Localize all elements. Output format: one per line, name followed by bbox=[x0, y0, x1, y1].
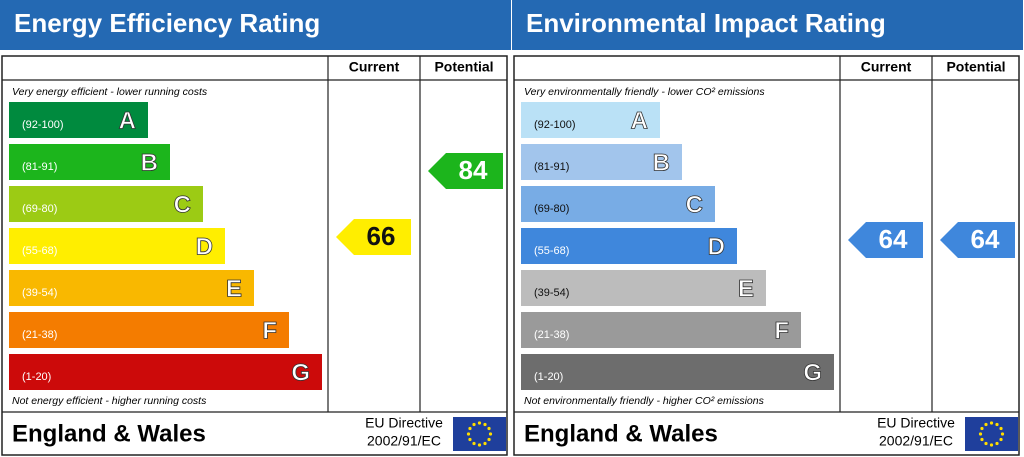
eu-star bbox=[999, 437, 1003, 442]
top-note: Very energy efficient - lower running co… bbox=[12, 86, 208, 98]
rating-band bbox=[521, 186, 715, 222]
band-letter: F bbox=[262, 317, 277, 344]
eu-star bbox=[989, 421, 994, 425]
band-range: (55-68) bbox=[534, 245, 569, 257]
directive: 2002/91/EC bbox=[367, 433, 441, 449]
rating-band bbox=[521, 144, 682, 180]
column-header: Potential bbox=[434, 59, 493, 75]
rating-band bbox=[9, 270, 254, 306]
bottom-note: Not energy efficient - higher running co… bbox=[12, 395, 207, 407]
eu-star bbox=[995, 422, 999, 427]
eu-star bbox=[995, 441, 999, 446]
region: England & Wales bbox=[524, 420, 718, 447]
band-range: (39-54) bbox=[22, 287, 57, 299]
eu-star bbox=[984, 441, 988, 446]
band-range: (39-54) bbox=[534, 287, 569, 299]
rating-value: 66 bbox=[367, 221, 396, 251]
rating-value: 84 bbox=[459, 155, 488, 185]
band-letter: G bbox=[803, 359, 822, 386]
band-letter: F bbox=[774, 317, 789, 344]
rating-band bbox=[521, 102, 660, 138]
rating-arrow bbox=[336, 219, 411, 255]
eu-star bbox=[978, 432, 983, 436]
directive: 2002/91/EC bbox=[879, 433, 953, 449]
band-range: (81-91) bbox=[22, 161, 57, 173]
band-range: (69-80) bbox=[534, 203, 569, 215]
rating-band bbox=[9, 186, 203, 222]
band-range: (1-20) bbox=[534, 371, 563, 383]
band-letter: A bbox=[119, 107, 136, 134]
title-bar bbox=[0, 0, 511, 50]
band-letter: D bbox=[196, 233, 213, 260]
eu-star bbox=[477, 443, 482, 447]
band-range: (55-68) bbox=[22, 245, 57, 257]
directive: EU Directive bbox=[365, 415, 443, 431]
rating-value: 64 bbox=[971, 224, 1000, 254]
rating-band bbox=[521, 312, 801, 348]
column-header: Potential bbox=[946, 59, 1005, 75]
eu-star bbox=[477, 421, 482, 425]
rating-band bbox=[9, 312, 289, 348]
band-letter: E bbox=[738, 275, 754, 302]
top-note: Very environmentally friendly - lower CO… bbox=[524, 86, 765, 98]
rating-arrow bbox=[848, 222, 923, 258]
eu-star bbox=[483, 422, 487, 427]
rating-band bbox=[9, 354, 322, 390]
rating-band bbox=[521, 228, 737, 264]
eu-star bbox=[980, 437, 984, 442]
rating-value: 64 bbox=[879, 224, 908, 254]
eu-star bbox=[483, 441, 487, 446]
eu-star bbox=[487, 437, 491, 442]
rating-band bbox=[521, 270, 766, 306]
eu-star bbox=[487, 426, 491, 431]
band-letter: A bbox=[631, 107, 648, 134]
column-header: Current bbox=[861, 59, 912, 75]
band-letter: D bbox=[708, 233, 725, 260]
rating-band bbox=[521, 354, 834, 390]
bottom-note: Not environmentally friendly - higher CO… bbox=[524, 395, 765, 407]
eu-star bbox=[999, 426, 1003, 431]
eu-star bbox=[466, 432, 471, 436]
eu-star bbox=[984, 422, 988, 427]
rating-panel: Energy Efficiency Rating Current Potential… bbox=[0, 0, 511, 456]
eu-star bbox=[472, 441, 476, 446]
eu-star bbox=[980, 426, 984, 431]
directive: EU Directive bbox=[877, 415, 955, 431]
rating-panel: Environmental Impact Rating Current Potent… bbox=[512, 0, 1023, 456]
band-letter: B bbox=[653, 149, 670, 176]
region: England & Wales bbox=[12, 420, 206, 447]
band-range: (1-20) bbox=[22, 371, 51, 383]
rating-band bbox=[9, 102, 148, 138]
title-bar bbox=[512, 0, 1023, 50]
panel-title: Energy Efficiency Rating bbox=[14, 8, 320, 38]
eu-star bbox=[468, 426, 472, 431]
rating-arrow bbox=[428, 153, 503, 189]
band-range: (92-100) bbox=[534, 119, 576, 131]
band-letter: C bbox=[174, 191, 191, 218]
band-range: (92-100) bbox=[22, 119, 64, 131]
eu-star bbox=[468, 437, 472, 442]
eu-star bbox=[1000, 432, 1005, 436]
band-range: (21-38) bbox=[534, 329, 569, 341]
band-range: (69-80) bbox=[22, 203, 57, 215]
eu-star bbox=[472, 422, 476, 427]
band-range: (21-38) bbox=[22, 329, 57, 341]
band-range: (81-91) bbox=[534, 161, 569, 173]
eu-star bbox=[989, 443, 994, 447]
rating-arrow bbox=[940, 222, 1015, 258]
band-letter: G bbox=[291, 359, 310, 386]
rating-band bbox=[9, 144, 170, 180]
panel-title: Environmental Impact Rating bbox=[526, 8, 886, 38]
eu-star bbox=[488, 432, 493, 436]
rating-band bbox=[9, 228, 225, 264]
column-header: Current bbox=[349, 59, 400, 75]
band-letter: E bbox=[226, 275, 242, 302]
band-letter: B bbox=[141, 149, 158, 176]
band-letter: C bbox=[686, 191, 703, 218]
